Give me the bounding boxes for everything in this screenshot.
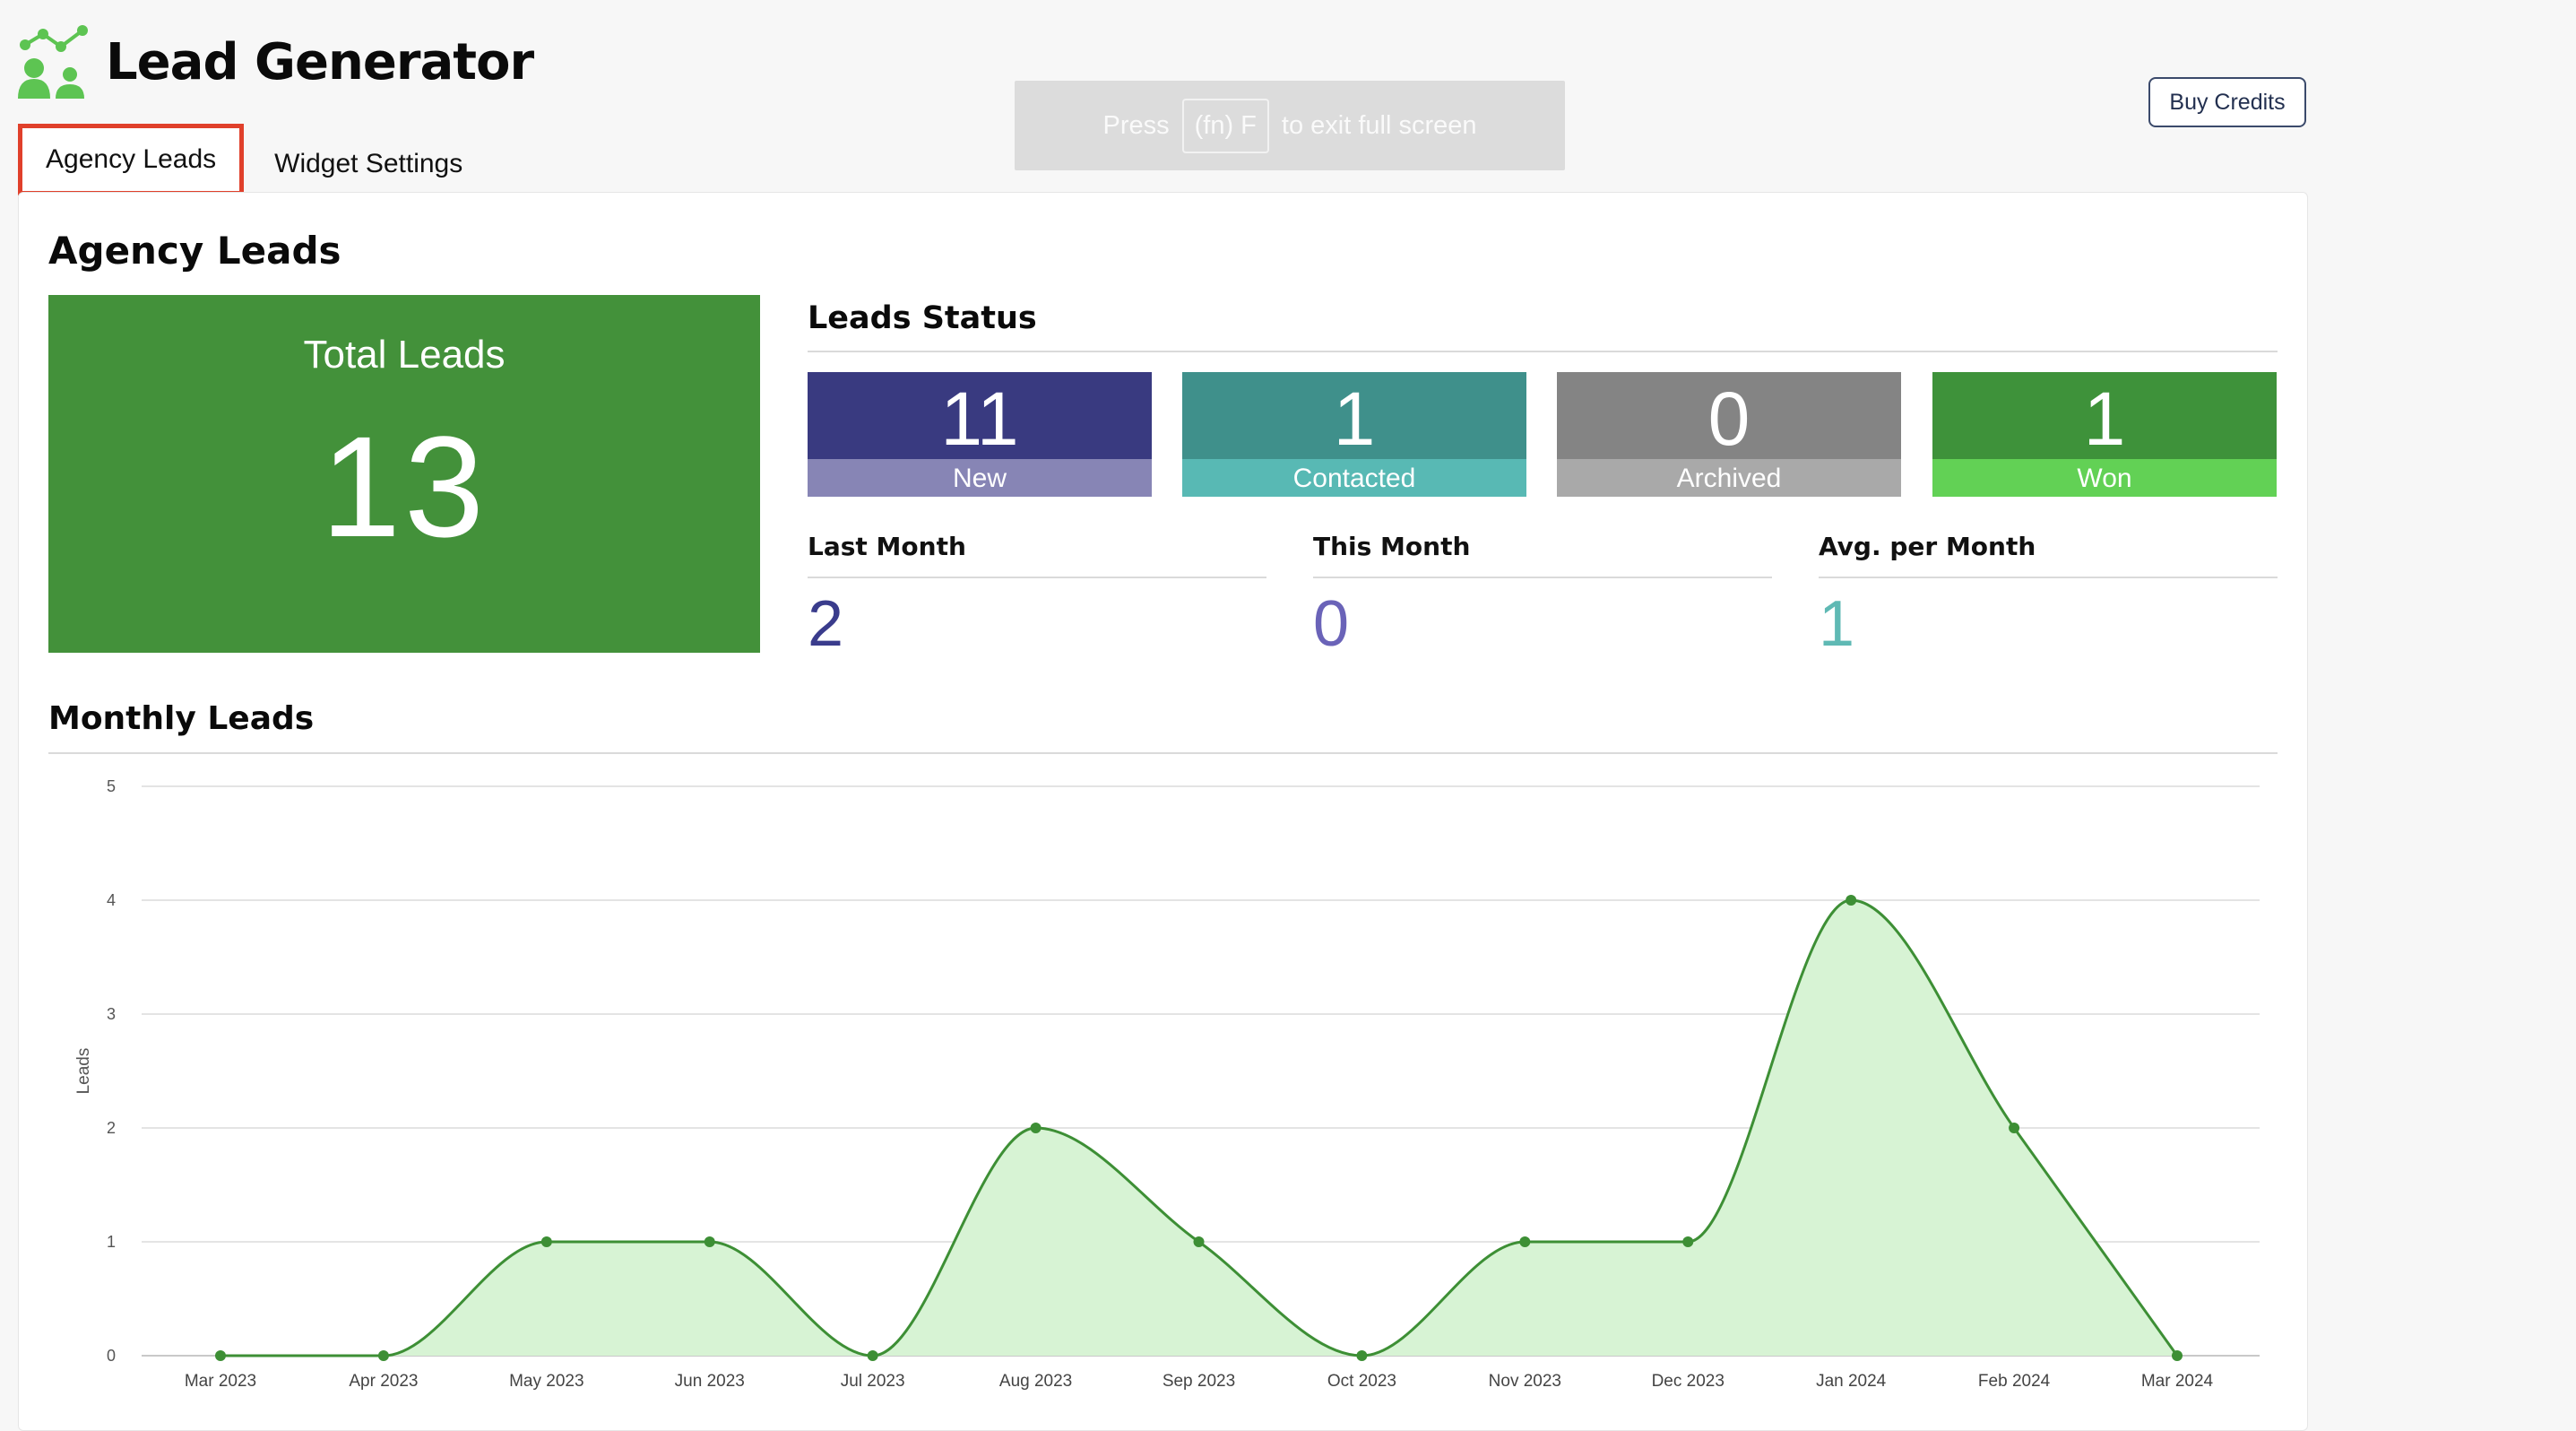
status-contacted-label: Contacted bbox=[1182, 459, 1526, 497]
data-point bbox=[215, 1350, 226, 1361]
x-tick-label: Sep 2023 bbox=[1163, 1372, 1235, 1391]
data-point bbox=[1846, 895, 1857, 906]
people-network-icon bbox=[18, 25, 88, 99]
last-month-value: 2 bbox=[808, 588, 844, 660]
x-tick-label: Feb 2024 bbox=[1978, 1372, 2051, 1391]
x-tick-label: Dec 2023 bbox=[1652, 1372, 1725, 1391]
total-leads-value: 13 bbox=[321, 406, 488, 567]
this-month-divider bbox=[1313, 577, 1772, 578]
status-won-value: 1 bbox=[1932, 372, 2277, 461]
y-tick-label: 1 bbox=[107, 1233, 116, 1251]
toast-press-text: Press bbox=[1102, 110, 1170, 140]
x-tick-label: Aug 2023 bbox=[999, 1372, 1072, 1391]
status-archived-label: Archived bbox=[1557, 459, 1901, 497]
data-point bbox=[1030, 1123, 1042, 1133]
y-tick-label: 3 bbox=[107, 1005, 116, 1023]
x-tick-label: Mar 2023 bbox=[185, 1372, 256, 1391]
y-tick-label: 2 bbox=[107, 1119, 116, 1137]
data-point bbox=[1356, 1350, 1368, 1361]
monthly-divider bbox=[48, 752, 2278, 754]
x-tick-label: Jul 2023 bbox=[841, 1372, 905, 1391]
status-new-label: New bbox=[808, 459, 1152, 497]
status-won: 1 Won bbox=[1932, 372, 2277, 497]
monthly-leads-title: Monthly Leads bbox=[48, 700, 315, 737]
status-new-value: 11 bbox=[808, 372, 1152, 461]
status-won-label: Won bbox=[1932, 459, 2277, 497]
this-month-value: 0 bbox=[1313, 588, 1350, 660]
x-tick-label: Apr 2023 bbox=[349, 1372, 418, 1391]
page-heading: Agency Leads bbox=[48, 229, 341, 273]
data-point bbox=[1519, 1236, 1531, 1247]
avg-month-value: 1 bbox=[1819, 588, 1855, 660]
x-tick-label: Jan 2024 bbox=[1816, 1372, 1887, 1391]
status-archived: 0 Archived bbox=[1557, 372, 1901, 497]
status-divider bbox=[808, 351, 2278, 352]
toast-rest-text: to exit full screen bbox=[1281, 110, 1477, 140]
main-card: Agency Leads Total Leads 13 Leads Status… bbox=[18, 192, 2308, 1431]
data-point bbox=[704, 1236, 715, 1247]
leads-status-title: Leads Status bbox=[808, 300, 1037, 336]
series-line bbox=[220, 898, 2179, 1357]
last-month-label: Last Month bbox=[808, 532, 966, 561]
total-leads-label: Total Leads bbox=[303, 333, 506, 377]
last-month-divider bbox=[808, 577, 1266, 578]
brand: Lead Generator bbox=[16, 25, 534, 99]
fullscreen-toast: Press (fn) F to exit full screen bbox=[1015, 81, 1565, 170]
y-axis-label: Leads bbox=[74, 1048, 93, 1095]
data-point bbox=[540, 1236, 552, 1247]
buy-credits-button[interactable]: Buy Credits bbox=[2148, 77, 2306, 127]
x-tick-label: Jun 2023 bbox=[675, 1372, 745, 1391]
y-tick-label: 0 bbox=[107, 1347, 116, 1365]
data-point bbox=[2009, 1123, 2020, 1133]
tab-agency-leads[interactable]: Agency Leads bbox=[18, 124, 245, 195]
status-contacted: 1 Contacted bbox=[1182, 372, 1526, 497]
x-tick-label: Nov 2023 bbox=[1489, 1372, 1561, 1391]
x-tick-label: May 2023 bbox=[509, 1372, 583, 1391]
toast-key: (fn) F bbox=[1181, 98, 1269, 153]
y-tick-label: 5 bbox=[107, 777, 116, 795]
x-tick-label: Mar 2024 bbox=[2141, 1372, 2214, 1391]
data-point bbox=[867, 1350, 878, 1361]
status-new: 11 New bbox=[808, 372, 1152, 497]
avg-month-label: Avg. per Month bbox=[1819, 532, 2036, 561]
data-point bbox=[377, 1350, 389, 1361]
status-archived-value: 0 bbox=[1557, 372, 1901, 461]
data-point bbox=[1682, 1236, 1694, 1247]
y-tick-label: 4 bbox=[107, 891, 116, 909]
data-point bbox=[2172, 1350, 2183, 1361]
avg-month-divider bbox=[1819, 577, 2278, 578]
x-tick-label: Oct 2023 bbox=[1327, 1372, 1396, 1391]
total-leads-card: Total Leads 13 bbox=[48, 295, 760, 653]
monthly-leads-chart: 0 1 2 3 4 5 Leads Mar 2023 Apr 2023 May 2023 Jun 2… bbox=[74, 777, 2260, 1391]
data-point bbox=[1193, 1236, 1205, 1247]
app-title: Lead Generator bbox=[106, 32, 534, 91]
tab-bar: Agency Leads Widget Settings bbox=[18, 124, 488, 195]
tab-widget-settings[interactable]: Widget Settings bbox=[274, 149, 463, 178]
this-month-label: This Month bbox=[1313, 532, 1471, 561]
status-contacted-value: 1 bbox=[1182, 372, 1526, 461]
